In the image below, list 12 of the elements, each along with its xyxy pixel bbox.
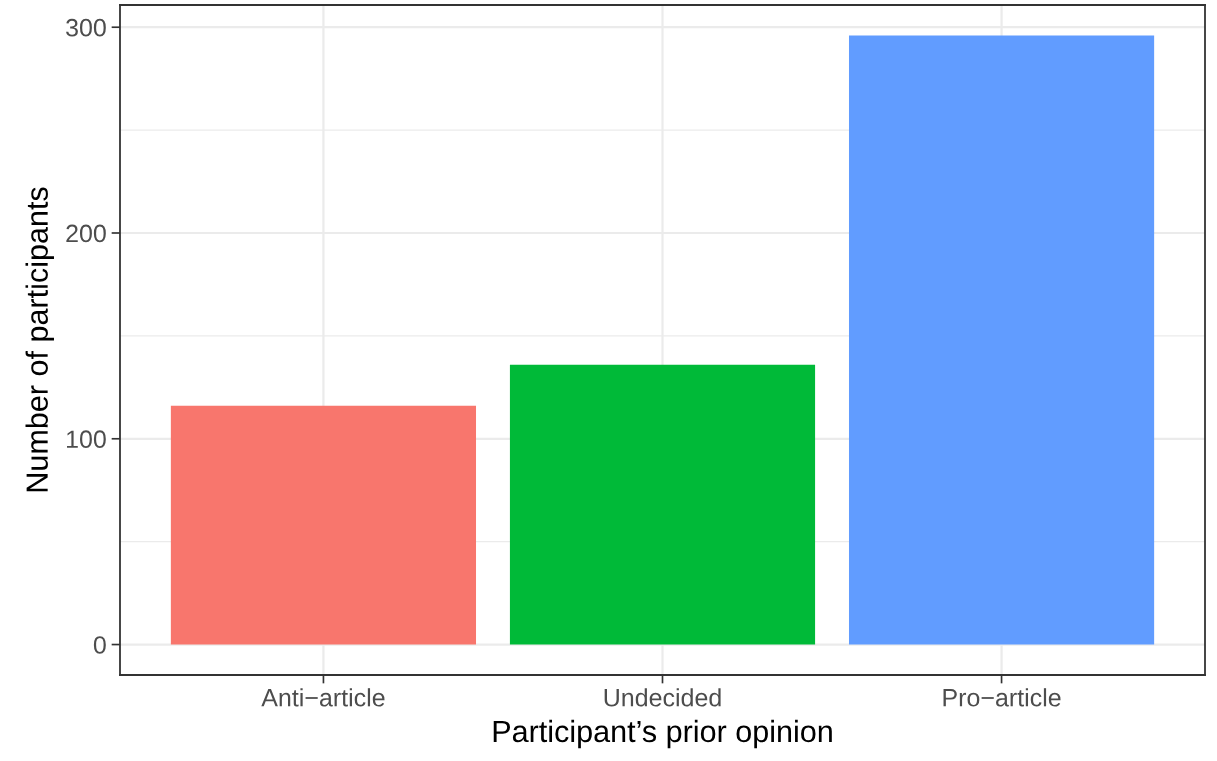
y-axis-title: Number of participants (25, 187, 54, 492)
y-tick-label: 0 (93, 636, 106, 654)
bar (848, 35, 1155, 645)
x-tick-label: Anti−article (261, 688, 385, 707)
x-axis-title: Participant’s prior opinion (493, 719, 832, 749)
x-tick-label: Undecided (604, 688, 721, 707)
bar (509, 364, 816, 645)
y-tick-label: 100 (67, 430, 106, 449)
bar (170, 405, 477, 645)
y-tick-label: 200 (66, 224, 106, 243)
x-tick-label: Pro−article (943, 688, 1061, 707)
y-tick-label: 300 (66, 18, 106, 37)
